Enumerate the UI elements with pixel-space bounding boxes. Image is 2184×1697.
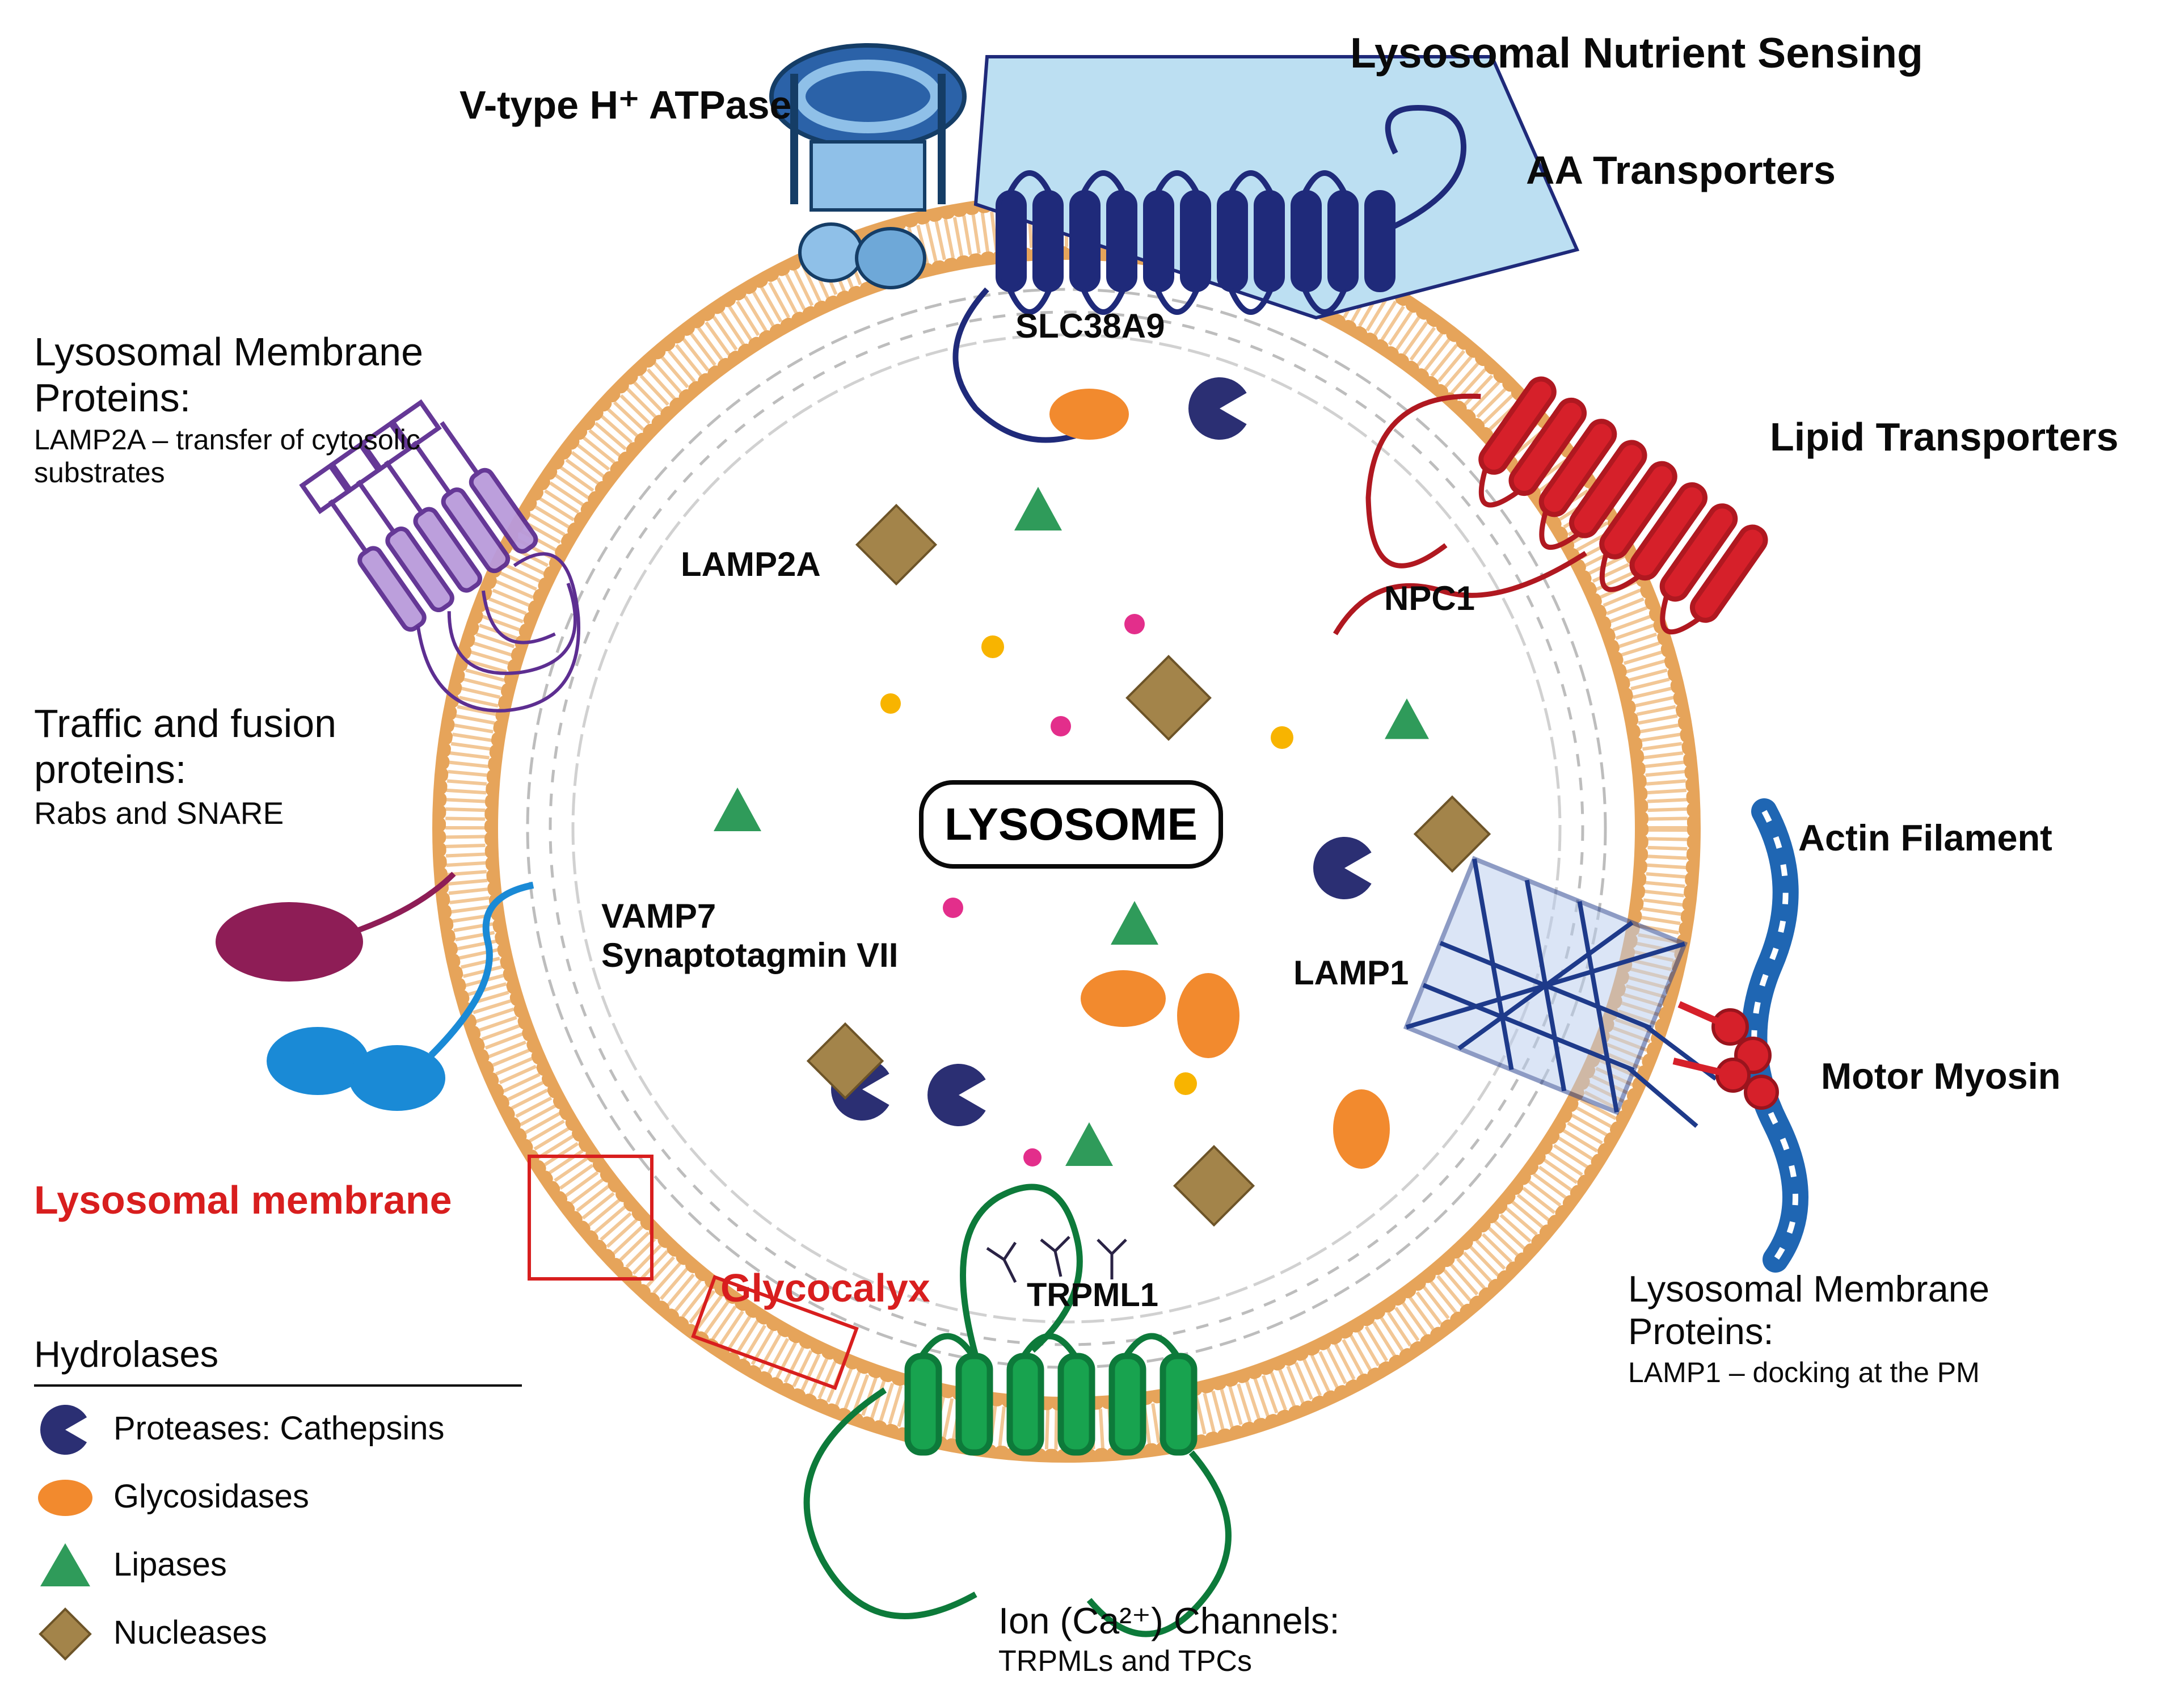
label-myosin: Motor Myosin	[1821, 1055, 2060, 1098]
label-vamp7: VAMP7 Synaptotagmin VII	[601, 896, 898, 975]
label-ion-channels: Ion (Ca²⁺) Channels: TRPMLs and TPCs	[998, 1600, 1340, 1679]
label-vatpase: V-type H⁺ ATPase	[459, 82, 791, 128]
label-lysosomal-membrane: Lysosomal membrane	[34, 1177, 452, 1223]
label-nutrient-sensing: Lysosomal Nutrient Sensing	[1350, 28, 1923, 77]
label-npc1: NPC1	[1384, 579, 1475, 618]
label-lamp1: LAMP1	[1293, 953, 1409, 992]
legend-title: Hydrolases	[34, 1333, 218, 1376]
label-lmp-top: Lysosomal Membrane Proteins: LAMP2A – tr…	[34, 329, 423, 489]
legend-item-proteases: Proteases: Cathepsins	[113, 1410, 445, 1448]
label-aa-transporters: AA Transporters	[1526, 148, 1836, 193]
label-lamp2a: LAMP2A	[681, 545, 821, 584]
label-actin: Actin Filament	[1798, 817, 2052, 860]
legend-item-nucleases: Nucleases	[113, 1614, 267, 1652]
lipid-transporter-protein	[1276, 323, 1770, 807]
legend-item-glycosidases: Glycosidases	[113, 1478, 309, 1516]
label-lipid-transporters: Lipid Transporters	[1770, 414, 2119, 460]
label-slc38a9: SLC38A9	[1015, 306, 1165, 346]
label-traffic: Traffic and fusion proteins: Rabs and SN…	[34, 701, 336, 831]
label-trpml1: TRPML1	[1027, 1277, 1158, 1315]
lamp1-protein	[1406, 859, 1759, 1142]
lysosome-center-label: LYSOSOME	[919, 780, 1223, 869]
redbox-membrane	[528, 1155, 653, 1281]
actin-filament	[1754, 811, 1795, 1260]
rab-protein	[216, 874, 454, 982]
legend-underline	[34, 1384, 522, 1387]
trpml1-protein	[807, 1187, 1228, 1634]
label-lmp-bottom: Lysosomal Membrane Proteins: LAMP1 – doc…	[1628, 1268, 1989, 1389]
legend-item-lipases: Lipases	[113, 1546, 227, 1584]
